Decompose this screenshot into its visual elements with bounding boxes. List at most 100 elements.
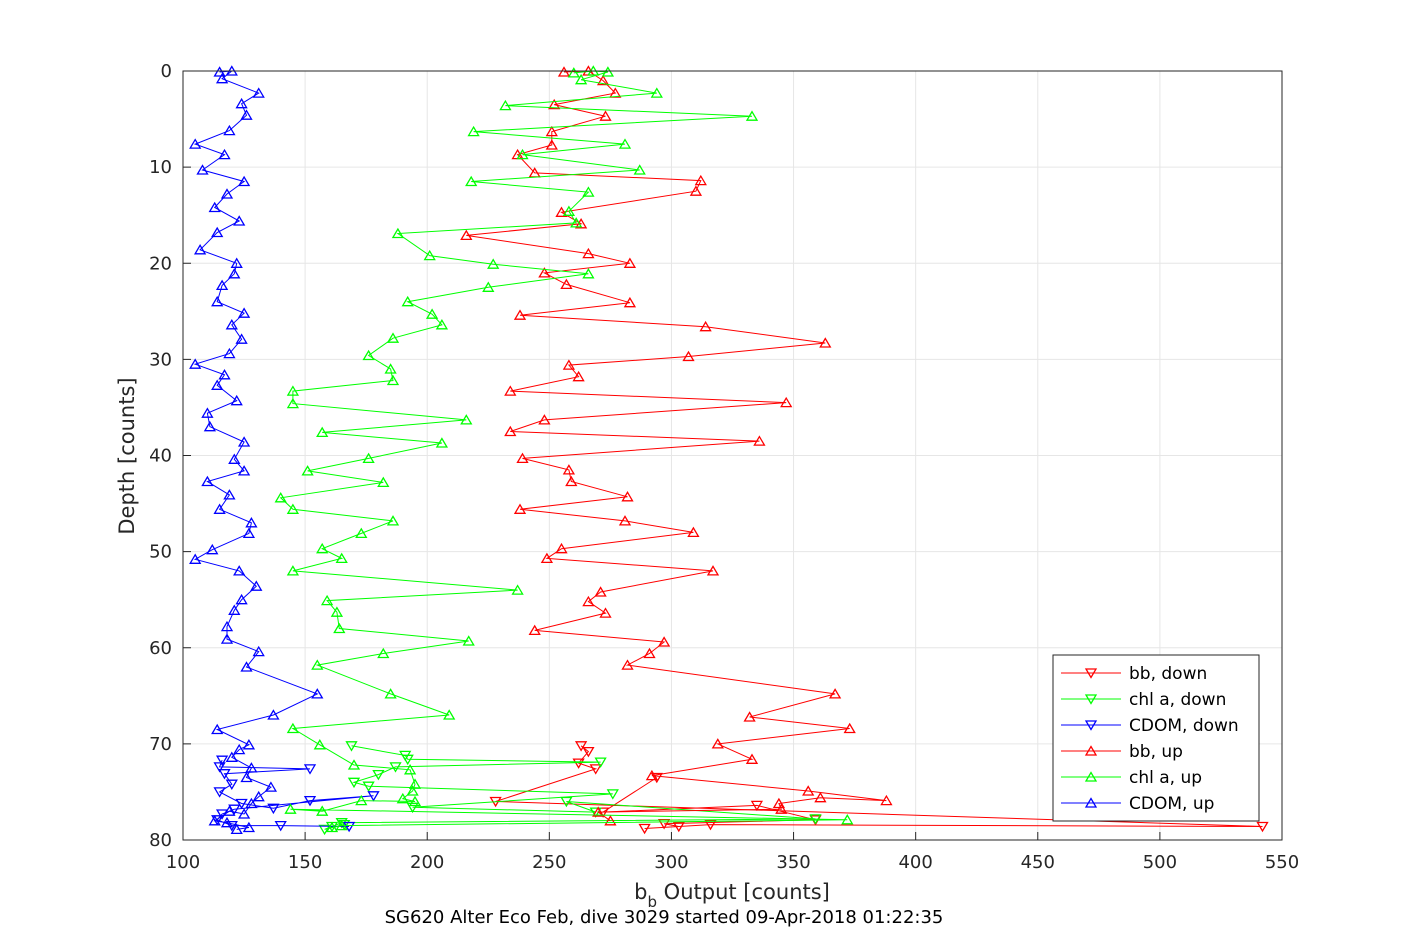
legend-label-bb-down: bb, down	[1129, 664, 1207, 684]
data-point-bb-up	[819, 337, 832, 348]
data-point-bb-up	[555, 542, 568, 554]
data-point-bb-down	[574, 741, 588, 752]
data-point-cdom-up	[267, 709, 280, 720]
data-point-bb-up	[562, 464, 576, 475]
data-point-cdom-up	[220, 633, 234, 644]
data-point-chl-a-up	[499, 99, 512, 111]
data-point-cdom-up	[237, 808, 251, 819]
x-axis-label: bb Output [counts]	[634, 880, 830, 911]
data-point-chl-a-up	[462, 635, 475, 646]
data-point-chl-a-up	[386, 374, 400, 386]
data-point-cdom-up	[264, 781, 278, 792]
data-point-bb-up	[538, 414, 551, 425]
data-point-chl-a-up	[601, 66, 615, 77]
data-point-chl-a-up	[841, 814, 854, 825]
data-point-bb-up	[682, 350, 695, 362]
data-point-chl-a-up	[362, 349, 375, 361]
data-point-cdom-up	[240, 661, 253, 672]
data-point-cdom-down	[267, 803, 280, 815]
x-tick-label: 550	[1265, 852, 1299, 873]
data-point-cdom-up	[208, 201, 221, 213]
x-tick-label: 500	[1143, 852, 1177, 873]
data-point-chl-a-up	[355, 527, 368, 539]
data-point-cdom-up	[220, 188, 234, 199]
data-point-chl-a-up	[386, 515, 400, 526]
series-line-chl-a-up	[279, 70, 848, 828]
data-point-chl-a-up	[401, 295, 414, 307]
data-point-chl-a-up	[650, 87, 663, 98]
data-point-chl-a-up	[391, 227, 405, 239]
data-point-cdom-up	[201, 475, 214, 487]
data-point-bb-up	[745, 753, 759, 764]
data-point-chl-a-down	[347, 777, 361, 789]
data-point-chl-a-up	[516, 148, 529, 160]
data-point-cdom-down	[211, 815, 224, 826]
series-chl-a-up	[274, 65, 854, 833]
data-point-chl-a-up	[460, 414, 473, 425]
data-point-cdom-up	[252, 645, 265, 657]
data-point-bb-up	[557, 66, 571, 77]
data-point-cdom-up	[215, 279, 229, 291]
data-point-bb-up	[699, 320, 712, 332]
data-point-bb-up	[540, 552, 554, 564]
data-point-chl-a-down	[338, 819, 351, 831]
data-point-cdom-up	[225, 319, 238, 330]
data-point-bb-down	[1256, 821, 1269, 833]
y-tick-label: 60	[149, 638, 172, 659]
data-point-cdom-up	[213, 66, 226, 77]
data-point-chl-a-up	[574, 73, 588, 85]
data-point-chl-a-up	[316, 805, 329, 816]
data-point-cdom-up	[213, 503, 226, 514]
data-point-bb-up	[592, 806, 605, 817]
y-tick-label: 80	[149, 830, 172, 851]
legend-label-bb-up: bb, up	[1129, 742, 1183, 762]
series-line-bb-down	[495, 745, 1263, 829]
data-point-chl-a-up	[286, 565, 300, 576]
data-point-chl-a-up	[467, 125, 480, 137]
x-tick-label: 350	[776, 852, 810, 873]
data-point-chl-a-up	[286, 503, 300, 514]
data-point-cdom-up	[245, 797, 258, 809]
data-point-chl-a-down	[362, 781, 375, 792]
data-point-bb-up	[645, 769, 659, 781]
data-point-chl-a-up	[511, 584, 524, 595]
data-point-cdom-up	[201, 407, 214, 418]
data-point-bb-up	[545, 139, 558, 150]
data-point-cdom-up	[230, 394, 243, 406]
data-point-cdom-down	[235, 798, 248, 810]
data-point-cdom-up	[240, 109, 253, 120]
data-point-bb-up	[609, 87, 622, 98]
legend-marker-cdom-up	[1084, 797, 1098, 808]
data-point-chl-a-up	[425, 308, 439, 319]
data-point-cdom-up	[242, 739, 256, 750]
data-point-cdom-down	[367, 791, 380, 802]
data-point-bb-up	[843, 722, 856, 734]
data-point-chl-a-up	[435, 319, 449, 330]
data-point-chl-a-up	[313, 739, 326, 750]
data-point-bb-up	[513, 503, 527, 514]
data-point-chl-a-up	[316, 542, 329, 554]
data-point-bb-down	[638, 823, 651, 835]
data-point-chl-a-up	[408, 778, 422, 789]
data-point-cdom-up	[235, 593, 248, 605]
data-point-chl-a-up	[330, 606, 344, 617]
data-point-cdom-down	[342, 821, 356, 833]
data-point-chl-a-down	[606, 789, 619, 800]
data-point-chl-a-up	[406, 785, 419, 796]
data-point-chl-a-up	[618, 138, 632, 149]
data-point-bb-up	[596, 74, 610, 86]
data-point-bb-up	[504, 385, 517, 396]
data-point-chl-a-up	[377, 647, 390, 659]
data-point-cdom-up	[245, 762, 258, 773]
data-point-chl-a-up	[377, 476, 390, 488]
x-tick-label: 300	[654, 852, 688, 873]
data-point-bb-up	[623, 257, 637, 268]
data-point-bb-up	[548, 98, 561, 110]
data-point-chl-a-up	[582, 268, 595, 279]
data-point-bb-up	[657, 636, 671, 647]
data-point-cdom-up	[196, 164, 209, 175]
x-tick-label: 200	[410, 852, 444, 873]
data-point-chl-a-up	[286, 397, 300, 409]
data-point-bb-up	[560, 278, 573, 290]
